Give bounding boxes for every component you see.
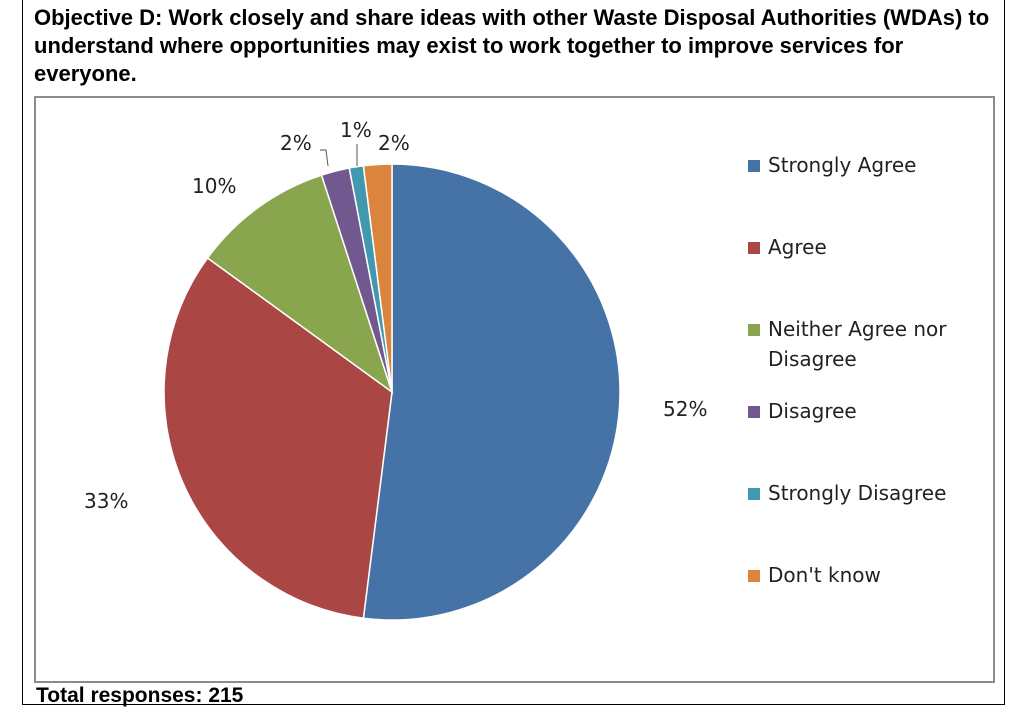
legend-label: Strongly Disagree bbox=[768, 481, 946, 505]
legend-label: Don't know bbox=[768, 563, 881, 587]
legend-item-neither-agree-nor-disagree: Neither Agree nor Disagree bbox=[748, 317, 947, 371]
legend-swatch bbox=[748, 406, 760, 418]
total-responses: Total responses: 215 bbox=[36, 684, 244, 707]
pie-slice-agree bbox=[163, 256, 393, 620]
legend-swatch bbox=[748, 570, 760, 582]
legend-item-strongly-disagree: Strongly Disagree bbox=[748, 481, 946, 505]
table-cell bbox=[22, 0, 1005, 705]
legend-item-strongly-agree: Strongly Agree bbox=[748, 153, 916, 177]
pie-slice-strongly-agree bbox=[362, 163, 621, 621]
objective-heading: Objective D: Work closely and share idea… bbox=[34, 5, 990, 86]
chart-frame: 52% 33% 10% 2% 1% 2% Strongly Agree Agree Neithe… bbox=[34, 96, 995, 683]
data-label-strongly-disagree: 1% bbox=[340, 118, 372, 142]
legend-swatch bbox=[748, 242, 760, 254]
legend-item-don-t-know: Don't know bbox=[748, 563, 881, 587]
legend-label: Disagree bbox=[768, 347, 857, 371]
legend-item-disagree: Disagree bbox=[748, 399, 857, 423]
data-label-disagree: 2% bbox=[280, 131, 312, 155]
legend-swatch bbox=[748, 324, 760, 336]
legend-swatch bbox=[748, 488, 760, 500]
data-label-agree: 33% bbox=[84, 489, 128, 513]
pie-slice-neither-agree-nor-disagree bbox=[206, 174, 394, 394]
legend-swatch bbox=[748, 160, 760, 172]
pie-slice-don-t-know bbox=[362, 163, 393, 393]
data-label-strongly-agree: 52% bbox=[663, 397, 707, 421]
legend-label: Neither Agree nor bbox=[768, 317, 947, 341]
legend-label: Disagree bbox=[768, 399, 857, 423]
data-label-neither-agree-nor-disagree: 10% bbox=[192, 174, 236, 198]
pie-chart: 52%33%10%2%1%2%Strongly AgreeAgreeNeithe… bbox=[84, 118, 947, 621]
legend-label: Strongly Agree bbox=[768, 153, 916, 177]
legend-label: Agree bbox=[768, 235, 827, 259]
legend-item-agree: Agree bbox=[748, 235, 827, 259]
leader-line-disagree bbox=[320, 149, 329, 167]
data-label-don-t-know: 2% bbox=[378, 131, 410, 155]
